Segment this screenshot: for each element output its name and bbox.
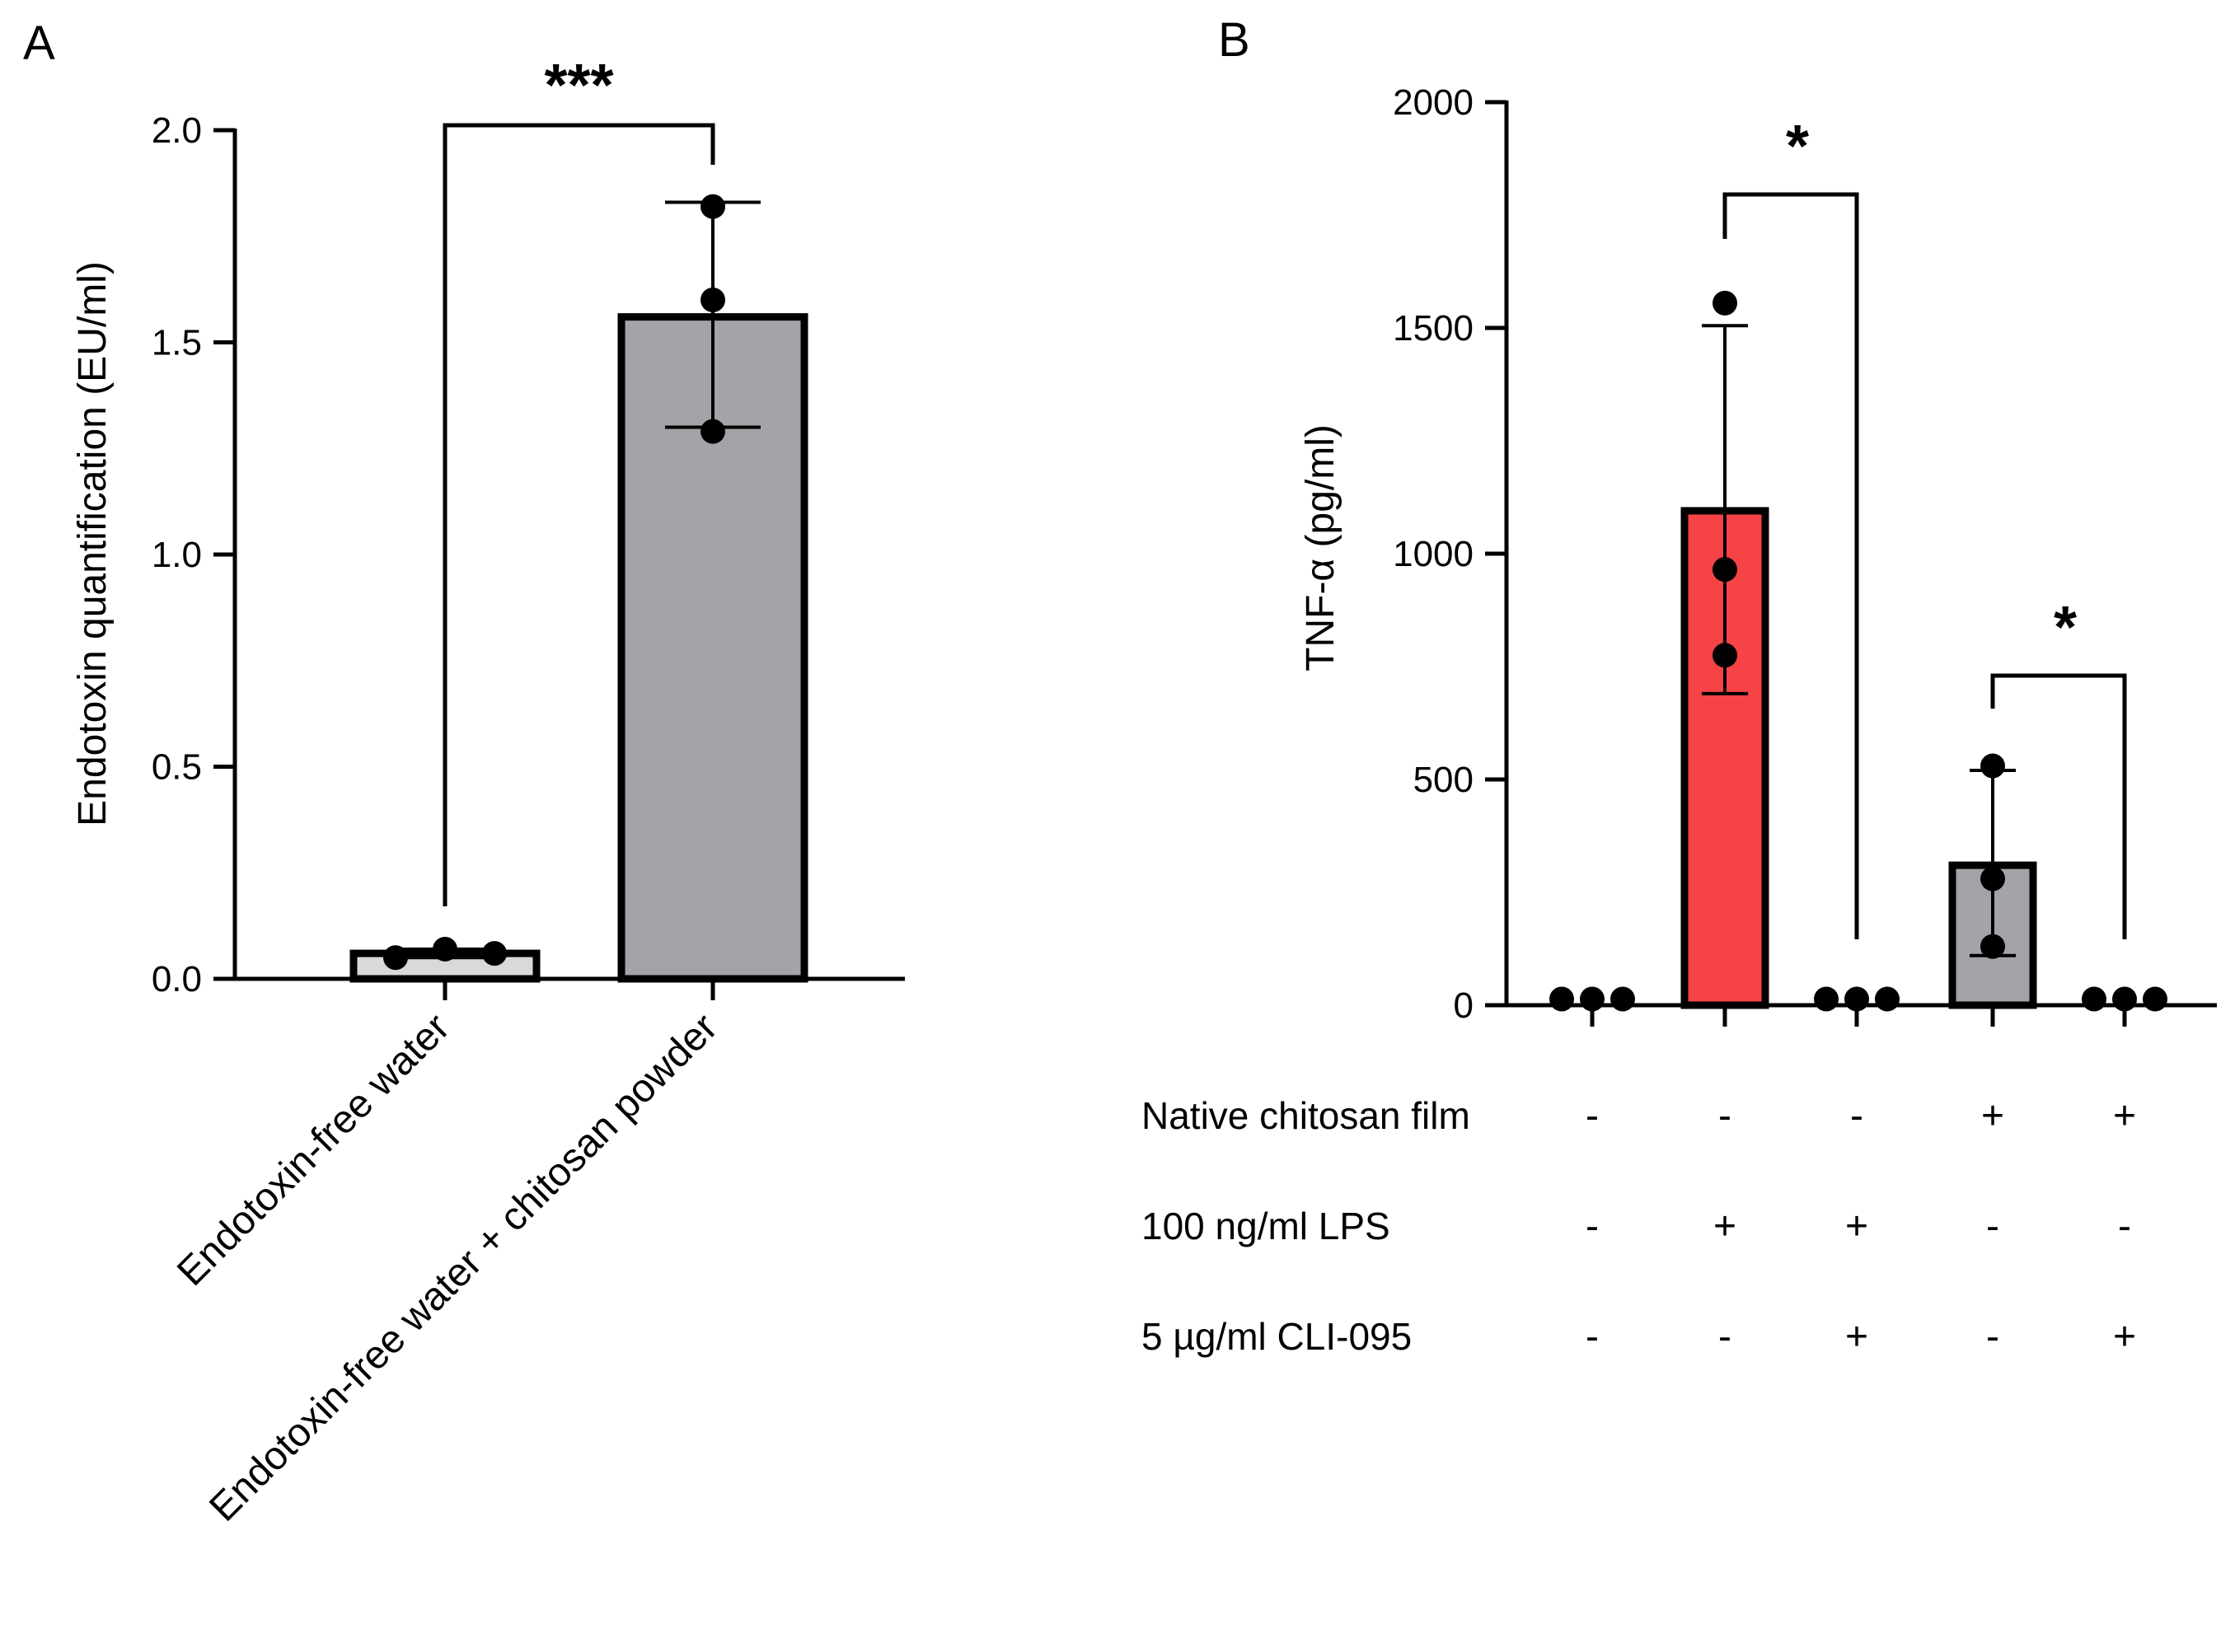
- panel-b-significance-label: *: [1786, 114, 1809, 180]
- panel-b-significance-bracket: [1722, 192, 1859, 939]
- panel-b-significance-label: *: [2054, 595, 2077, 661]
- panel-b-condition-sign: +: [1845, 1315, 1868, 1359]
- panel-a-y-axis-label: Endotoxin quantification (EU/ml): [71, 261, 115, 826]
- panel-b-condition-sign: -: [2118, 1205, 2131, 1248]
- panel-b-significance-bracket: [1990, 673, 2127, 939]
- panel-a-data-point: [700, 194, 725, 219]
- panel-b-y-tick-label: 500: [1413, 760, 1474, 800]
- panel-b-condition-sign: +: [2113, 1315, 2136, 1359]
- panel-b-data-point: [1549, 986, 1574, 1012]
- panel-a-significance-label: ***: [544, 53, 613, 119]
- panel-b-y-tick-label: 1500: [1393, 308, 1474, 349]
- panel-b-condition-sign: -: [1586, 1205, 1599, 1248]
- panel-a-y-tick-label: 1.0: [152, 535, 202, 575]
- panel-a-letter: A: [23, 16, 55, 70]
- panel-b-y-tick-label: 1000: [1393, 534, 1474, 574]
- panel-b-data-point: [2082, 986, 2106, 1012]
- panel-b-data-point: [1980, 934, 2005, 959]
- panel-b-y-tick-label: 0: [1454, 985, 1474, 1026]
- panel-b-data-point: [1814, 986, 1839, 1012]
- panel-b-data-point: [1980, 866, 2005, 892]
- panel-b-condition-sign: -: [1586, 1094, 1599, 1138]
- panel-b-data-point: [1713, 290, 1737, 316]
- panel-a-y-tick-label: 0.0: [152, 959, 202, 999]
- panel-b-data-point: [1610, 986, 1635, 1012]
- panel-b-condition-sign: -: [1986, 1205, 1999, 1248]
- panel-a-y-tick-label: 2.0: [152, 110, 202, 151]
- panel-b-letter: B: [1218, 13, 1250, 67]
- panel-a-chart: A Endotoxin quantification (EU/ml) 0.0 0.…: [23, 16, 905, 1530]
- panel-a-data-point: [700, 288, 725, 312]
- panel-a-data-point: [433, 936, 457, 962]
- panel-b-data-point: [1980, 753, 2005, 779]
- panel-b-condition-label: Native chitosan film: [1141, 1094, 1470, 1137]
- panel-a-significance-bracket: [443, 123, 715, 906]
- panel-a-data-point: [482, 941, 507, 966]
- panel-b-condition-label: 100 ng/ml LPS: [1141, 1205, 1390, 1247]
- panel-a-data-point: [383, 945, 408, 971]
- panel-b-condition-sign: -: [1718, 1315, 1731, 1359]
- panel-b-y-tick-label: 2000: [1393, 82, 1474, 123]
- panel-b-chart: B TNF-α (pg/ml) 0 500 1000 1500 2000 * * Native…: [1141, 13, 2217, 1359]
- panel-b-condition-sign: +: [2113, 1094, 2136, 1138]
- panel-b-y-axis-label: TNF-α (pg/ml): [1299, 424, 1342, 672]
- panel-a-y-tick-label: 1.5: [152, 323, 202, 363]
- panel-b-condition-sign: -: [1718, 1094, 1731, 1138]
- panel-a-category-label: Endotoxin-free water: [169, 1005, 458, 1294]
- panel-b-condition-sign: +: [1713, 1205, 1736, 1248]
- panel-b-data-point: [1844, 986, 1869, 1012]
- panel-b-condition-sign: -: [1986, 1315, 1999, 1359]
- panel-a-data-point: [700, 419, 725, 444]
- panel-b-data-point: [1713, 643, 1737, 668]
- panel-b-data-point: [1875, 986, 1900, 1012]
- panel-b-data-point: [2112, 986, 2137, 1012]
- panel-b-data-point: [1713, 557, 1737, 583]
- panel-b-condition-sign: -: [1586, 1315, 1599, 1359]
- panel-b-data-point: [2143, 986, 2167, 1012]
- panel-b-condition-sign: +: [1981, 1094, 2004, 1138]
- panel-b-condition-sign: -: [1850, 1094, 1863, 1138]
- panel-a-y-tick-label: 0.5: [152, 747, 202, 788]
- panel-a-category-label: Endotoxin-free water + chitosan powder: [201, 1005, 726, 1530]
- panel-b-data-point: [1580, 986, 1605, 1012]
- panel-b-condition-sign: +: [1845, 1205, 1868, 1248]
- panel-b-condition-label: 5 µg/ml CLI-095: [1141, 1315, 1412, 1358]
